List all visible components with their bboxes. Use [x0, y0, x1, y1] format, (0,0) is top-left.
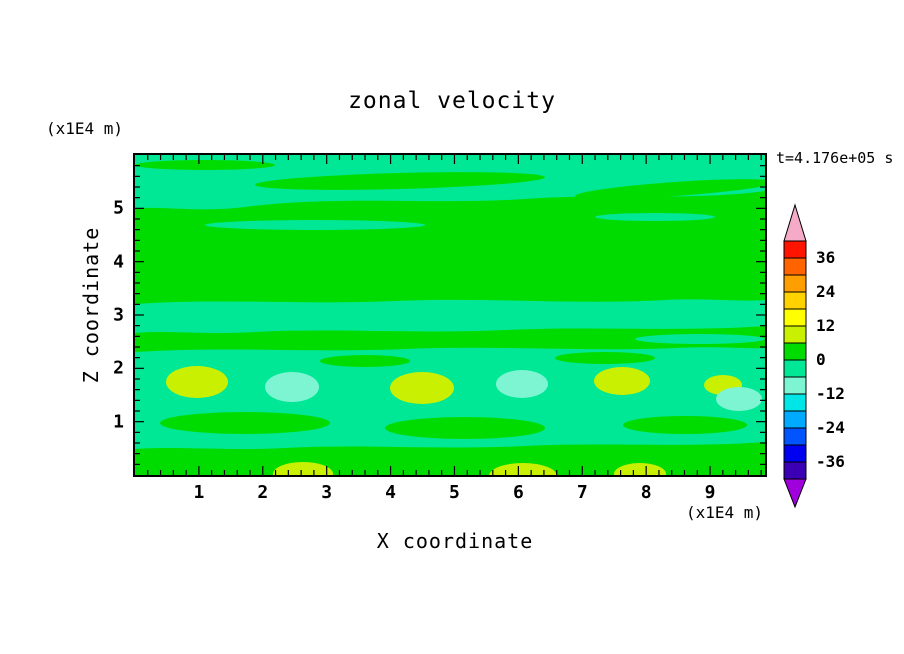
colorbar-swatches: [783, 203, 807, 509]
time-annotation: t=4.176e+05 s: [776, 149, 894, 167]
y-tick-label: 4: [113, 251, 124, 273]
colorbar-segment: [783, 325, 807, 344]
colorbar-segment: [783, 342, 807, 361]
x-tick-label: 3: [321, 482, 333, 503]
colorbar-segment: [783, 461, 807, 480]
colorbar-tick-label: -24: [816, 418, 845, 437]
y-tick-label: 2: [113, 357, 124, 379]
colorbar-segment: [783, 376, 807, 395]
colorbar-tick-label: 12: [816, 316, 836, 335]
colorbar-tick-label: 0: [816, 350, 826, 369]
y-tick-label: 3: [113, 304, 124, 326]
y-axis-title: Z coordinate: [79, 226, 103, 384]
contour-field: [135, 155, 765, 475]
colorbar-tick-label: -36: [816, 452, 845, 471]
x-tick-label: 7: [576, 482, 588, 503]
x-axis-units-label: (x1E4 m): [686, 503, 764, 522]
plot-area: [133, 153, 767, 477]
colorbar-segment: [783, 393, 807, 412]
axis-tick-marks: [135, 155, 765, 475]
x-tick-label: 9: [704, 482, 716, 503]
x-tick-label: 2: [257, 482, 269, 503]
x-tick-label: 5: [449, 482, 460, 503]
colorbar-segment: [783, 257, 807, 276]
y-axis-units-label: (x1E4 m): [46, 119, 124, 138]
chart-title: zonal velocity: [348, 88, 556, 114]
x-tick-label: 6: [512, 482, 524, 503]
colorbar-segment: [783, 410, 807, 429]
colorbar-segment: [783, 427, 807, 446]
colorbar-tick-label: 24: [816, 282, 836, 301]
x-axis-title: X coordinate: [376, 529, 534, 553]
contour-level-shapes: [135, 155, 765, 475]
x-tick-label: 1: [193, 482, 205, 503]
colorbar-segment: [783, 444, 807, 463]
x-tick-label: 8: [640, 482, 652, 503]
colorbar-segment: [783, 240, 807, 259]
colorbar-over-arrow: [783, 203, 807, 242]
x-tick-label: 4: [385, 482, 396, 503]
colorbar-under-arrow: [783, 478, 807, 509]
y-tick-label: 1: [113, 411, 124, 433]
colorbar-tick-label: 36: [816, 248, 836, 267]
colorbar-segment: [783, 274, 807, 293]
colorbar: 36 24 12 0 -12 -24 -36: [780, 200, 904, 520]
colorbar-tick-label: -12: [816, 384, 845, 403]
y-tick-label: 5: [113, 197, 124, 219]
colorbar-segment: [783, 359, 807, 378]
colorbar-segment: [783, 291, 807, 310]
colorbar-segment: [783, 308, 807, 327]
